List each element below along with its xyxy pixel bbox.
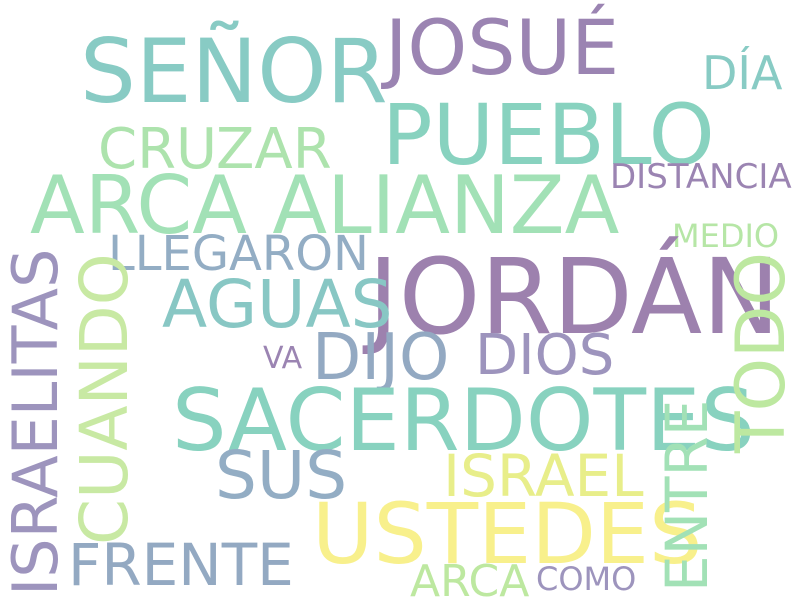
word-va: VA <box>263 341 303 376</box>
word-cuando: CUANDO <box>66 253 143 545</box>
word-josue: JOSUÉ <box>385 3 620 92</box>
word-cruzar: CRUZAR <box>98 117 332 182</box>
word-aguas: AGUAS <box>162 266 393 343</box>
word-arca: ARCA <box>410 556 530 600</box>
word-distancia: DISTANCIA <box>610 157 792 197</box>
word-arca-alianza: ARCA ALIANZA <box>30 159 620 252</box>
word-dia: DÍA <box>702 46 783 100</box>
word-entre: ENTRE <box>653 399 721 592</box>
word-dijo: DIJO <box>312 321 450 395</box>
word-medio: MEDIO <box>672 217 780 255</box>
word-sacerdotes: SACERDOTES <box>172 371 756 471</box>
word-pueblo: PUEBLO <box>382 86 715 184</box>
word-jordan: JORDÁN <box>368 236 780 358</box>
word-dios: DIOS <box>475 323 615 388</box>
word-frente: FRENTE <box>68 531 294 599</box>
word-israel: ISRAEL <box>443 442 644 510</box>
word-como: COMO <box>536 560 637 598</box>
word-senor: SEÑOR <box>80 20 388 123</box>
word-llegaron: LLEGARON <box>108 226 369 282</box>
word-sus: SUS <box>215 437 348 514</box>
word-todo: TODO <box>722 252 800 453</box>
word-israelitas: ISRAELITAS <box>0 248 72 596</box>
word-ustedes: USTEDES <box>312 485 703 583</box>
